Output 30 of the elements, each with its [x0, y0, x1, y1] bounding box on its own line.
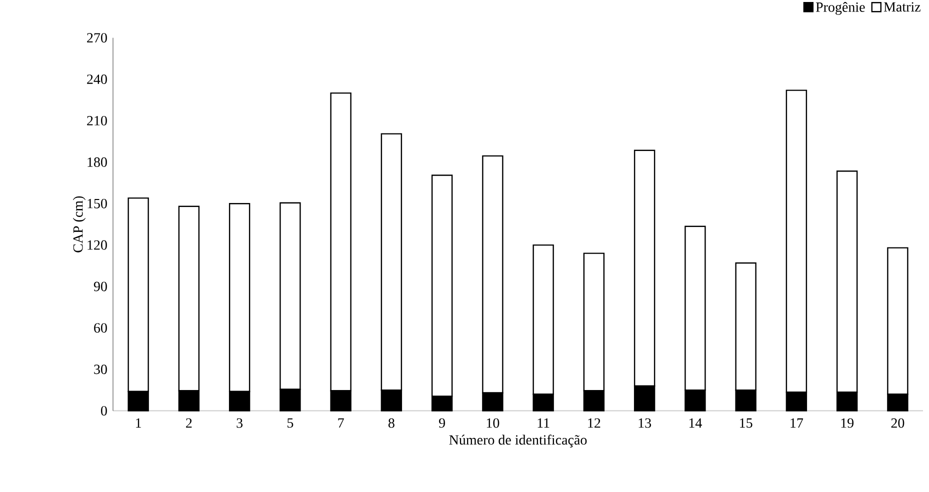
- x-tick-label: 20: [891, 418, 904, 428]
- legend-label: Matriz: [884, 2, 920, 12]
- x-tick-label: 19: [841, 418, 854, 428]
- y-tick-label: 180: [88, 158, 107, 167]
- x-tick-label: 12: [588, 418, 600, 428]
- y-tick-label: 120: [88, 240, 107, 250]
- x-tick-label: 13: [638, 418, 652, 428]
- x-tick-label: 14: [689, 418, 702, 428]
- x-tick-label: 1: [136, 418, 141, 428]
- y-tick-label: 270: [87, 33, 107, 43]
- legend-label: Progênie: [816, 2, 865, 15]
- y-tick-label: 150: [88, 198, 107, 208]
- x-tick-label: 9: [439, 418, 445, 428]
- y-axis-title: CAP (cm): [72, 196, 86, 252]
- x-axis-title: Número de identificação: [449, 434, 587, 448]
- y-tick-label: 30: [94, 364, 107, 374]
- x-tick-label: 8: [388, 418, 394, 428]
- x-tick-label: 7: [338, 418, 344, 428]
- y-tick-label: 60: [94, 323, 107, 333]
- x-tick-label: 5: [288, 418, 294, 428]
- x-tick-label: 3: [236, 418, 243, 428]
- x-tick-label: 11: [538, 418, 550, 428]
- x-tick-label: 15: [740, 418, 752, 428]
- x-tick-label: 17: [790, 418, 804, 428]
- y-tick-label: 0: [101, 406, 107, 416]
- y-tick-label: 210: [87, 116, 107, 126]
- x-tick-label: 2: [186, 418, 192, 428]
- x-tick-label: 10: [486, 418, 500, 428]
- y-tick-label: 240: [87, 74, 107, 84]
- y-tick-label: 90: [94, 282, 107, 292]
